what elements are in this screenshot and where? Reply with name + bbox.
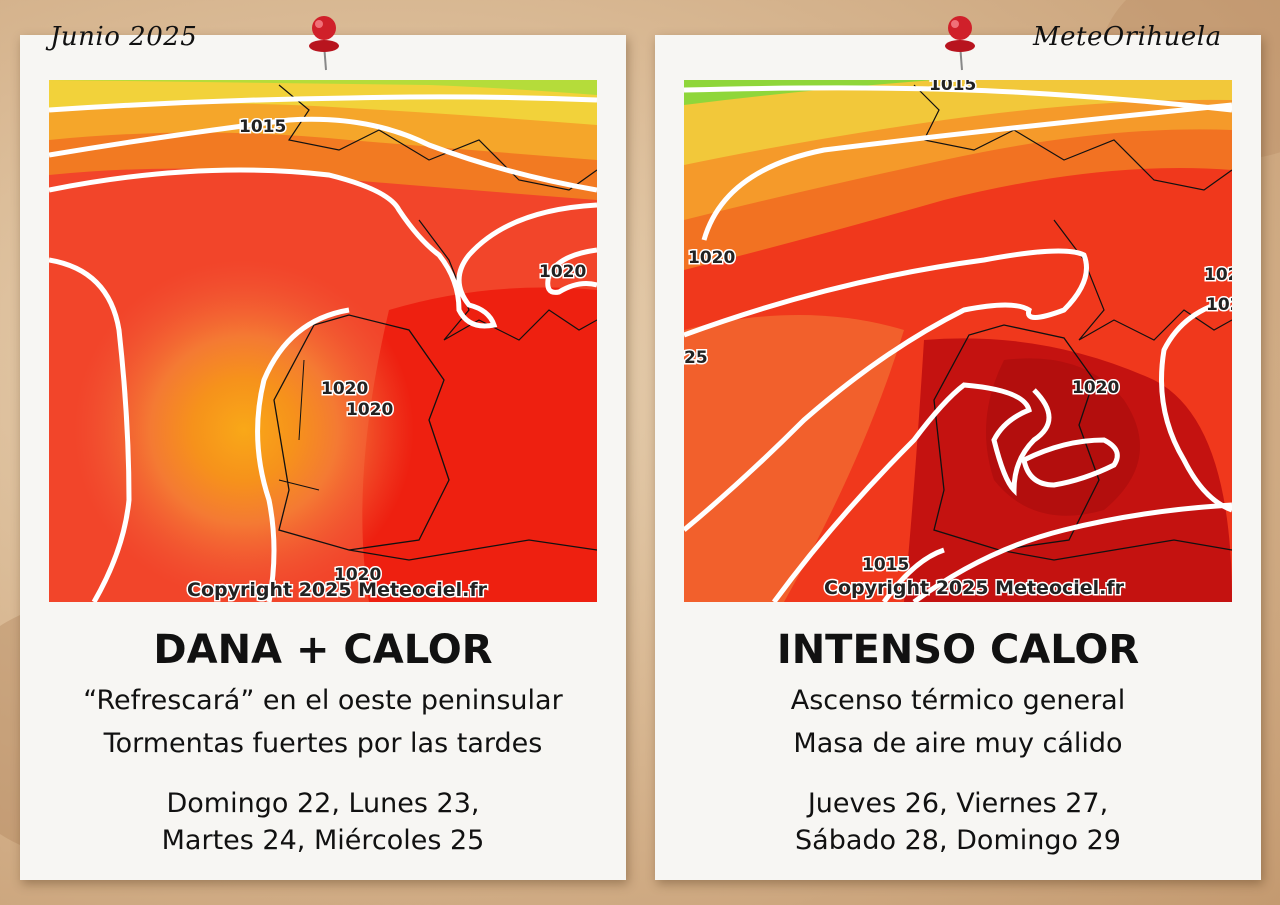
card-subtitle-line: Ascenso térmico general xyxy=(790,685,1126,716)
card-dates-line: Martes 24, Miércoles 25 xyxy=(161,825,485,856)
card-title: DANA + CALOR xyxy=(153,627,493,673)
map-copyright: Copyright 2025 Meteociel.fr xyxy=(824,577,1125,599)
card-dates-line: Sábado 28, Domingo 29 xyxy=(795,825,1121,856)
forecast-card-calor: 1015 1020 102 1020 25 1015 102 Copyright… xyxy=(655,35,1261,880)
isobar-label: 1020 xyxy=(334,565,381,585)
isobar-label: 1015 xyxy=(929,80,976,95)
forecast-card-dana: 1015 1020 1020 1020 1020 Copyright 2025 … xyxy=(20,35,626,880)
card-title: INTENSO CALOR xyxy=(776,627,1140,673)
card-subtitle-line: “Refrescará” en el oeste peninsular xyxy=(83,685,563,716)
map-copyright: Copyright 2025 Meteociel.fr xyxy=(187,579,488,601)
isobar-label: 1020 xyxy=(1072,378,1119,398)
isobar-label: 102 xyxy=(1206,295,1232,315)
isobar-label: 1015 xyxy=(862,555,909,575)
pushpin-icon xyxy=(945,16,975,71)
card-dates-line: Domingo 22, Lunes 23, xyxy=(166,788,480,819)
isobar-label: 1020 xyxy=(539,262,586,282)
card-subtitle-line: Masa de aire muy cálido xyxy=(793,728,1123,759)
card-subtitle-line: Tormentas fuertes por las tardes xyxy=(103,728,543,759)
isobar-label: 25 xyxy=(684,348,708,368)
card-dates-line: Jueves 26, Viernes 27, xyxy=(807,788,1109,819)
isobar-label: 1020 xyxy=(321,379,368,399)
isobar-label: 1020 xyxy=(346,400,393,420)
isobar-label: 1020 xyxy=(688,248,735,268)
date-label: Junio 2025 xyxy=(50,22,198,52)
pressure-map-right: 1015 1020 102 1020 25 1015 102 Copyright… xyxy=(684,80,1232,602)
pressure-map-left: 1015 1020 1020 1020 1020 Copyright 2025 … xyxy=(49,80,597,602)
pushpin-icon xyxy=(309,16,339,71)
isobar-label: 1015 xyxy=(239,117,286,137)
isobar-label: 102 xyxy=(1204,265,1232,285)
brand-label: MeteOrihuela xyxy=(1033,22,1222,52)
